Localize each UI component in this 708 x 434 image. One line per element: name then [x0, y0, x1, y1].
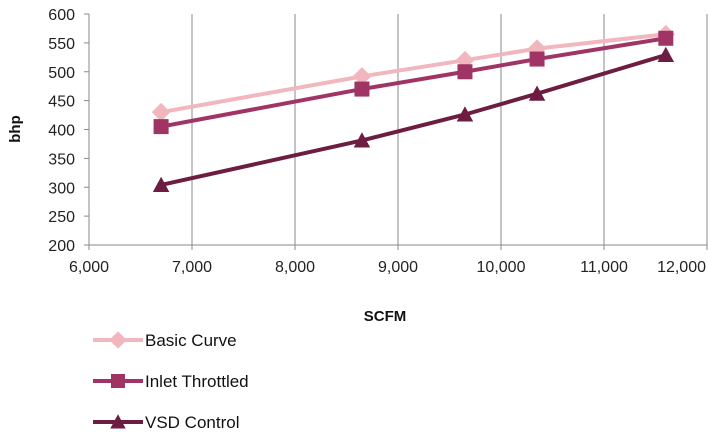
legend-marker-inlet-throttled [111, 374, 125, 388]
series-basic-curve [151, 24, 676, 122]
data-point-inlet-throttled [354, 81, 370, 97]
gridlines [191, 14, 708, 245]
data-point-vsd-control [528, 85, 546, 101]
x-tick-label: 11,000 [580, 259, 628, 276]
legend-label: Inlet Throttled [145, 372, 249, 391]
y-tick-label: 250 [48, 209, 75, 226]
y-tick-label: 600 [48, 7, 75, 24]
series-line-vsd-control [160, 53, 667, 187]
data-point-vsd-control [152, 176, 170, 192]
y-tick-label: 500 [48, 65, 75, 82]
y-tick-label: 450 [48, 94, 75, 111]
legend-marker-vsd-control [110, 414, 126, 429]
data-point-inlet-throttled [658, 30, 674, 46]
series-inlet-throttled [153, 30, 674, 135]
x-axis-ticks: 6,000 7,000 8,000 9,000 10,000 11,000 12,000 [69, 245, 708, 276]
x-tick-label: 7,000 [172, 259, 212, 276]
data-point-vsd-control [353, 132, 371, 148]
y-axis-ticks: 200 250 300 350 400 450 500 550 600 [48, 7, 89, 255]
data-point-inlet-throttled [529, 51, 545, 67]
data-point-inlet-throttled [153, 119, 169, 135]
y-tick-label: 300 [48, 180, 75, 197]
series-vsd-control [152, 46, 675, 192]
x-tick-label: 6,000 [69, 259, 109, 276]
series-layer [151, 24, 676, 192]
legend: Basic Curve Inlet Throttled VSD Control [93, 331, 249, 432]
series-line-basic-curve [160, 32, 667, 115]
x-tick-label: 8,000 [275, 259, 315, 276]
legend-item-basic-curve: Basic Curve [93, 331, 237, 350]
x-tick-label: 12,000 [657, 259, 706, 276]
legend-label: VSD Control [145, 413, 239, 432]
y-axis-title: bhp [7, 115, 24, 143]
legend-item-inlet-throttled: Inlet Throttled [93, 372, 249, 391]
legend-marker-basic-curve [109, 331, 127, 349]
x-tick-label: 10,000 [477, 259, 526, 276]
x-tick-label: 9,000 [378, 259, 418, 276]
x-axis-title: SCFM [364, 308, 407, 325]
data-point-vsd-control [657, 46, 675, 63]
y-tick-label: 350 [48, 151, 75, 168]
y-tick-label: 200 [48, 238, 75, 255]
legend-item-vsd-control: VSD Control [93, 413, 239, 432]
y-tick-label: 550 [48, 36, 75, 53]
data-point-basic-curve [151, 102, 171, 122]
data-point-inlet-throttled [457, 64, 473, 80]
y-tick-label: 400 [48, 123, 75, 140]
data-point-basic-curve [352, 67, 372, 86]
series-line-inlet-throttled [160, 36, 667, 129]
legend-label: Basic Curve [145, 331, 237, 350]
data-point-vsd-control [456, 106, 474, 122]
